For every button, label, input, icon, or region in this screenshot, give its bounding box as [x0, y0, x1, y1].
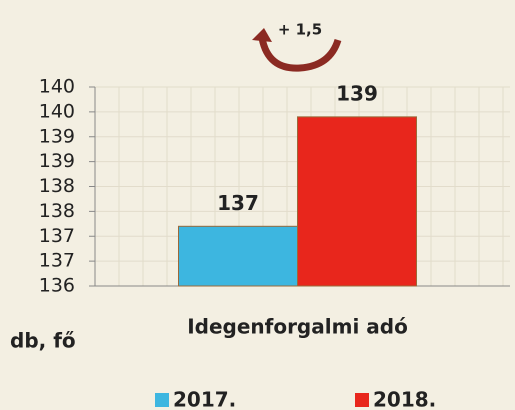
y-tick-label: 136	[39, 275, 75, 297]
legend-swatch	[155, 393, 169, 407]
y-tick-label: 137	[39, 250, 75, 272]
y-tick-label: 139	[39, 150, 75, 172]
y-tick-label: 138	[39, 200, 75, 222]
y-axis-label: db, fő	[10, 329, 76, 353]
change-arrow	[252, 28, 342, 72]
x-tick-label: Idegenforgalmi adó	[187, 315, 408, 339]
annotation: + 1,5	[278, 21, 322, 39]
legend-label: 2018.	[373, 388, 436, 410]
y-tick-label: 140	[39, 100, 75, 122]
data-label: 139	[336, 81, 378, 105]
legend-swatch	[355, 393, 369, 407]
y-tick-label: 140	[39, 76, 75, 98]
legend-label: 2017.	[173, 388, 236, 410]
y-tick-label: 137	[39, 225, 75, 247]
y-tick-label: 138	[39, 175, 75, 197]
data-label: 137	[217, 191, 259, 215]
bar	[178, 225, 298, 287]
y-tick-label: 139	[39, 125, 75, 147]
bar	[297, 116, 417, 287]
